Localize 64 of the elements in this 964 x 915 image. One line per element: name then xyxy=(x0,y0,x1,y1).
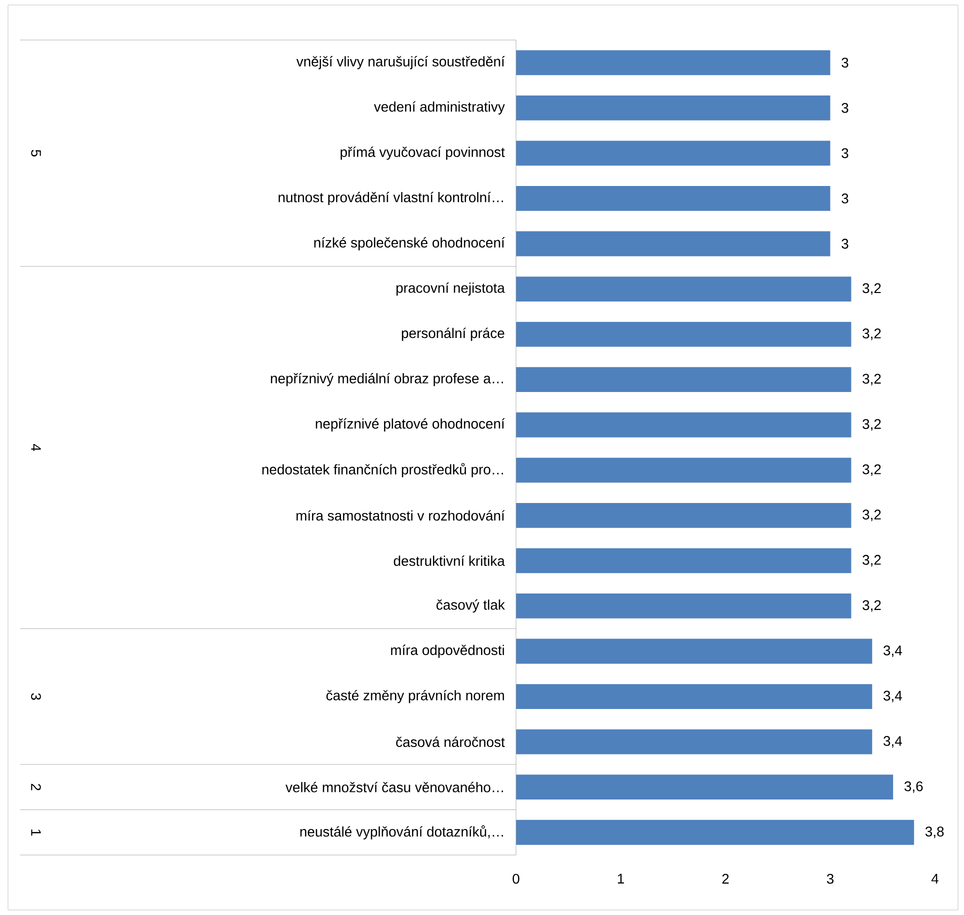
y-tick-label: časté změny právních norem xyxy=(326,690,504,704)
bar xyxy=(516,322,852,347)
y-tick-label: vnější vlivy narušující soustředění xyxy=(296,56,505,70)
y-tick-label: destruktivní kritika xyxy=(394,555,505,566)
bar xyxy=(516,820,914,845)
data-label: 3 xyxy=(842,148,848,158)
y-tick-label: vedení administrativy xyxy=(374,101,505,114)
bar xyxy=(516,548,852,574)
data-label: 3 xyxy=(842,194,848,204)
bar xyxy=(516,140,830,166)
x-tick-label: 4 xyxy=(931,874,938,884)
bar xyxy=(516,502,852,528)
bar xyxy=(516,729,872,754)
y-tick-label: pracovní nejistota xyxy=(396,282,505,296)
y-tick-label: nepříznivé platové ohodnocení xyxy=(316,418,505,432)
text: 3 xyxy=(31,693,41,700)
text: 2 xyxy=(31,784,41,790)
y-tick-label: personální práce xyxy=(402,328,504,341)
y-tick-label: míra odpovědnosti xyxy=(391,644,504,658)
bar xyxy=(516,231,830,256)
y-tick-label: nízké společenské ohodnocení xyxy=(314,237,505,250)
data-label: 3,6 xyxy=(904,781,923,793)
data-label: 3,2 xyxy=(862,464,881,476)
x-tick-label: 0 xyxy=(512,874,520,884)
data-label: 3,2 xyxy=(862,374,881,386)
y-tick-label: neustálé vyplňování dotazníků,… xyxy=(300,825,503,840)
y-tick-label: nutnost provádění vlastní kontrolní… xyxy=(278,192,503,206)
data-label: 3,2 xyxy=(862,328,881,340)
bar xyxy=(516,684,872,709)
x-tick-label: 3 xyxy=(826,874,834,884)
data-label: 3,2 xyxy=(862,283,881,295)
data-label: 3 xyxy=(842,102,848,113)
y-tick-label: míra samostatnosti v rozhodování xyxy=(296,510,505,521)
data-label: 3,2 xyxy=(862,554,881,566)
data-label: 3,4 xyxy=(884,736,902,748)
bar xyxy=(516,412,852,438)
data-label: 3 xyxy=(842,238,848,249)
y-tick-label: velké množství času věnovaného… xyxy=(286,782,503,792)
data-label: 3,4 xyxy=(884,645,902,658)
bar xyxy=(516,774,894,800)
data-label: 3,8 xyxy=(925,826,944,838)
bar xyxy=(516,50,830,76)
bar xyxy=(516,276,852,302)
bar xyxy=(516,638,872,664)
x-tick-label: 2 xyxy=(722,874,729,884)
y-tick-label: nepříznivý mediální obraz profese a… xyxy=(270,372,503,386)
y-tick-label: nedostatek finančních prostředků pro… xyxy=(262,463,503,478)
bar xyxy=(516,367,852,392)
text: 1 xyxy=(31,830,41,836)
y-tick-label: přímá vyučovací povinnost xyxy=(340,146,505,160)
data-label: 3,2 xyxy=(862,419,881,431)
y-tick-label: časový tlak xyxy=(436,599,505,613)
bar xyxy=(516,186,830,211)
text: 4 xyxy=(31,444,41,451)
y-tick-label: časová náročnost xyxy=(396,736,505,748)
x-tick-label: 1 xyxy=(618,874,624,884)
bar xyxy=(516,594,852,618)
bar xyxy=(516,95,830,120)
data-label: 3,2 xyxy=(862,510,881,522)
data-label: 3,2 xyxy=(862,600,881,612)
text: 5 xyxy=(31,150,41,156)
data-label: 3 xyxy=(842,58,848,68)
bar xyxy=(516,458,852,483)
data-label: 3,4 xyxy=(884,690,902,702)
